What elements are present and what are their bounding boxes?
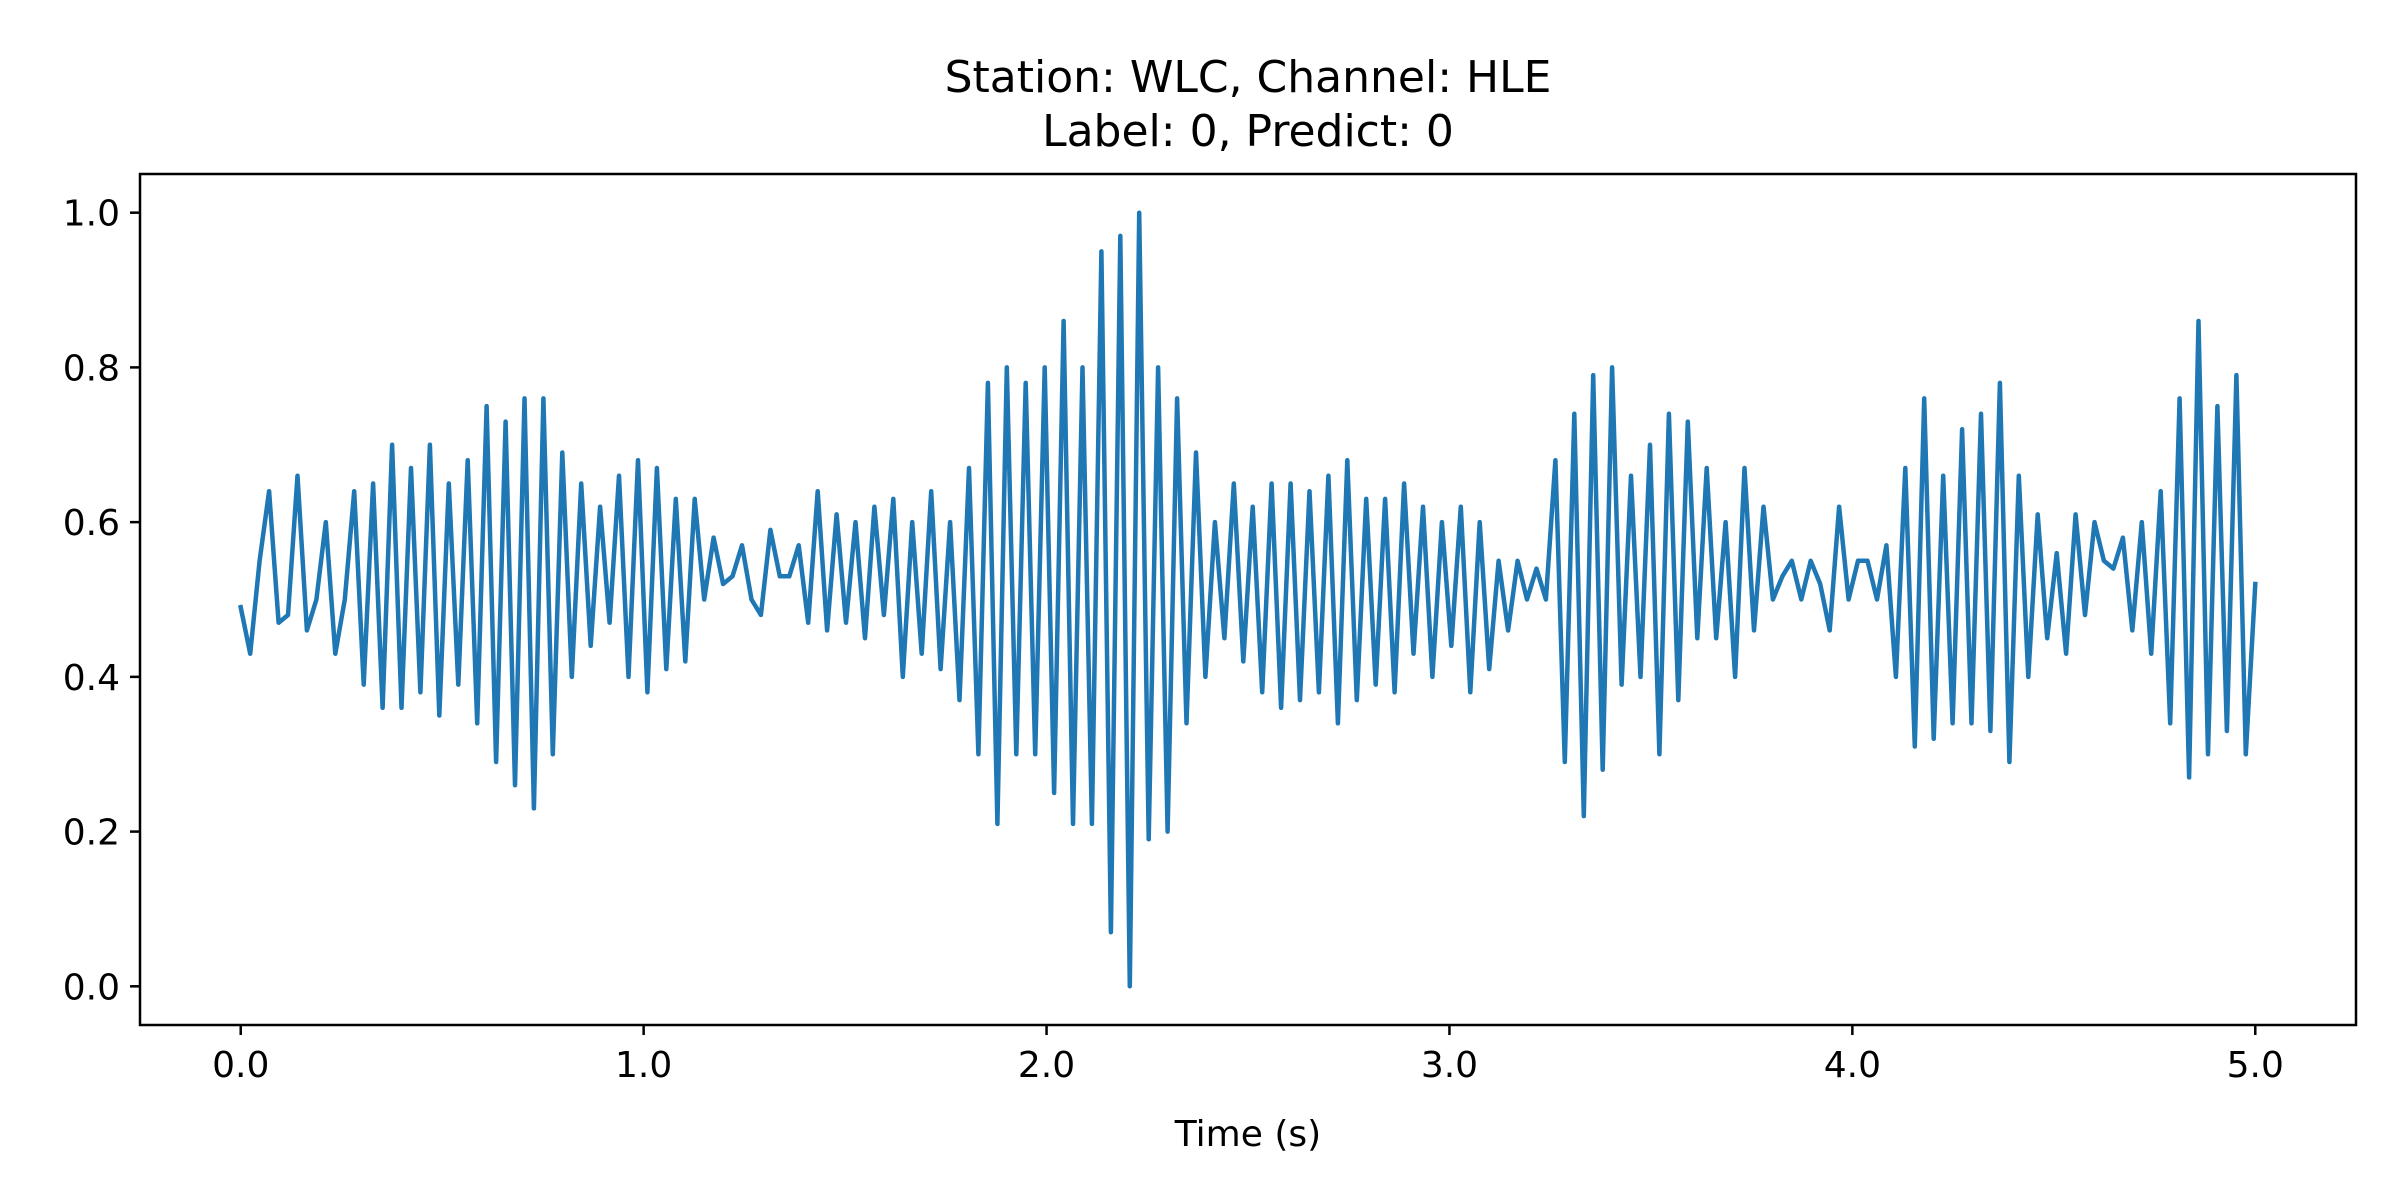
x-tick-label: 1.0 — [615, 1045, 672, 1086]
y-tick-label: 0.4 — [63, 658, 120, 699]
y-tick-label: 0.0 — [63, 967, 120, 1008]
axes-frame — [138, 172, 2358, 1027]
chart-title-line-2: Label: 0, Predict: 0 — [1042, 106, 1454, 157]
y-tick-label: 0.8 — [63, 348, 120, 389]
x-tick-label: 3.0 — [1421, 1045, 1478, 1086]
chart-title-line-1: Station: WLC, Channel: HLE — [945, 52, 1552, 103]
x-tick-label: 5.0 — [2227, 1045, 2284, 1086]
x-axis: 0.0 1.0 2.0 3.0 4.0 5.0 — [212, 1025, 2284, 1086]
x-axis-label: Time (s) — [1174, 1114, 1321, 1155]
plot-area — [238, 210, 2258, 989]
waveform-series-line — [238, 210, 2258, 989]
x-tick-label: 2.0 — [1018, 1045, 1075, 1086]
x-tick-label: 0.0 — [212, 1045, 269, 1086]
y-tick-label: 1.0 — [63, 194, 120, 235]
x-tick-label: 4.0 — [1824, 1045, 1881, 1086]
y-axis: 0.0 0.2 0.4 0.6 0.8 1.0 — [63, 194, 140, 1008]
y-tick-label: 0.6 — [63, 503, 120, 544]
y-tick-label: 0.2 — [63, 813, 120, 854]
